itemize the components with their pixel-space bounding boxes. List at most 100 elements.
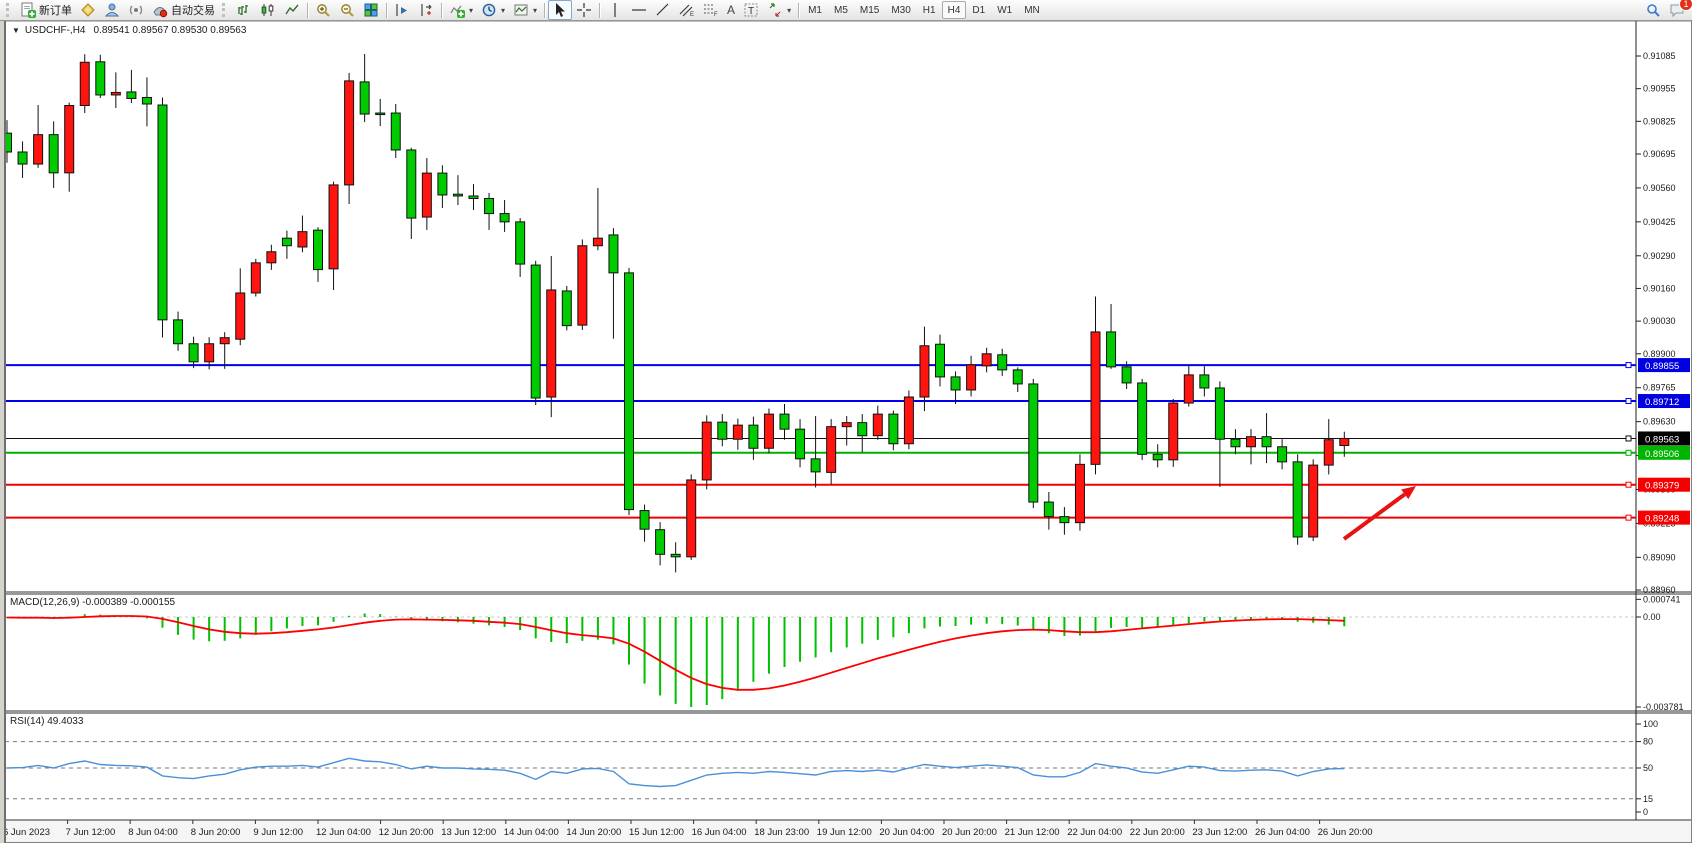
- candle-body: [826, 426, 837, 473]
- timeframe-m5-button[interactable]: M5: [833, 4, 848, 16]
- time-axis-label: 19 Jun 12:00: [817, 827, 872, 838]
- one-click-collapse-icon[interactable]: ▼: [12, 26, 20, 35]
- candle-body: [779, 413, 790, 430]
- toolbar-separator: [798, 2, 800, 18]
- candle-body: [872, 413, 883, 437]
- vertical-line-tool-button[interactable]: [603, 0, 627, 20]
- channel-tool-button[interactable]: E: [675, 0, 699, 20]
- timeframe-m15-button[interactable]: M15: [859, 4, 880, 16]
- zoom-in-button[interactable]: [311, 0, 335, 20]
- line-drag-marker[interactable]: [1625, 514, 1632, 521]
- search-button[interactable]: [1641, 0, 1665, 20]
- new-order-label: 新订单: [39, 5, 72, 17]
- timeframe-mn-button[interactable]: MN: [1024, 4, 1040, 16]
- tile-windows-button[interactable]: [359, 0, 383, 20]
- time-axis-label: 14 Jun 20:00: [566, 827, 621, 838]
- candle-body: [1168, 402, 1179, 461]
- zoom-out-button[interactable]: [335, 0, 359, 20]
- trend-arrow-head: [1401, 486, 1416, 500]
- line-drag-marker[interactable]: [1625, 435, 1632, 442]
- notification-badge: 1: [1679, 0, 1692, 11]
- new-chart-button[interactable]: [76, 0, 100, 20]
- crosshair-icon: [576, 2, 592, 18]
- price-axis-label: 0.90290: [1643, 251, 1676, 261]
- chart-shift-button[interactable]: [414, 0, 438, 20]
- candle-body: [888, 413, 899, 445]
- candle-body: [344, 80, 355, 186]
- price-axis-label: 0.90695: [1643, 149, 1676, 159]
- chart-ohlc-quotes: 0.89541 0.89567 0.89530 0.89563: [93, 25, 247, 36]
- templates-button[interactable]: ▾: [509, 0, 541, 20]
- price-axis-label: 0.89900: [1643, 349, 1676, 359]
- line-drag-marker[interactable]: [1625, 398, 1632, 405]
- candle-body: [966, 364, 977, 391]
- time-axis-label: 21 Jun 12:00: [1005, 827, 1060, 838]
- indicators-button[interactable]: ▾: [445, 0, 477, 20]
- trend-arrow-annotation[interactable]: [1342, 492, 1406, 541]
- auto-scroll-button[interactable]: [390, 0, 414, 20]
- candle-body: [17, 151, 28, 165]
- new-order-button[interactable]: 新订单: [16, 0, 76, 20]
- cursor-tool-button[interactable]: [548, 0, 573, 20]
- price-badge: [1638, 358, 1690, 373]
- auto-trading-button[interactable]: 自动交易: [148, 0, 219, 20]
- timeframe-h4-button[interactable]: H4: [941, 1, 967, 19]
- line-chart-button[interactable]: [280, 0, 304, 20]
- time-axis-label: 9 Jun 12:00: [253, 827, 303, 838]
- price-badge: [1638, 510, 1690, 525]
- shapes-tool-button[interactable]: ▾: [763, 0, 795, 20]
- toolbar-grip: [6, 3, 13, 17]
- time-axis-label: 23 Jun 12:00: [1192, 827, 1247, 838]
- candle-body: [1230, 438, 1241, 448]
- signals-button[interactable]: [124, 0, 148, 20]
- time-axis-label: 26 Jun 04:00: [1255, 827, 1310, 838]
- line-drag-marker[interactable]: [1625, 481, 1632, 488]
- new-order-icon: [20, 2, 36, 18]
- timeframe-d1-button[interactable]: D1: [972, 4, 986, 16]
- timeframe-m1-button[interactable]: M1: [808, 4, 822, 16]
- toolbar-separator: [386, 2, 387, 18]
- search-icon: [1645, 2, 1661, 18]
- rsi-indicator-label: RSI(14) 49.4033: [10, 716, 84, 727]
- candle-body: [624, 272, 634, 511]
- candle-body: [561, 290, 572, 327]
- time-axis-label: 8 Jun 20:00: [191, 827, 241, 838]
- candle-body: [639, 510, 650, 530]
- equidistant-channel-icon: E: [679, 2, 695, 18]
- candle-body: [173, 319, 184, 345]
- candle-body: [64, 105, 75, 174]
- candle-body: [919, 345, 930, 398]
- crosshair-tool-button[interactable]: [572, 0, 596, 20]
- bar-chart-button[interactable]: [232, 0, 256, 20]
- horizontal-line-tool-button[interactable]: [627, 0, 651, 20]
- line-drag-marker[interactable]: [1625, 449, 1632, 456]
- text-tool-icon: A: [727, 3, 736, 17]
- notifications-button[interactable]: 1: [1665, 0, 1692, 20]
- candle-body: [1339, 437, 1350, 447]
- price-axis-label: 0.90560: [1643, 183, 1676, 193]
- chart-symbol-period: USDCHF-,H4: [24, 25, 86, 36]
- timeframe-h1-button[interactable]: H1: [922, 4, 936, 16]
- candlestick-chart-button[interactable]: [256, 0, 280, 20]
- candle-body: [592, 237, 603, 247]
- rsi-axis-label: 15: [1643, 794, 1653, 804]
- toolbar-grip: [222, 3, 229, 17]
- trendline-tool-button[interactable]: [651, 0, 675, 20]
- line-chart-icon: [284, 2, 300, 18]
- text-tool-button[interactable]: A: [723, 0, 739, 20]
- label-tool-button[interactable]: T: [739, 0, 763, 20]
- window-left-splitter[interactable]: [0, 20, 6, 843]
- candle-body: [266, 251, 277, 264]
- timeframe-w1-button[interactable]: W1: [997, 4, 1013, 16]
- timeframe-m30-button[interactable]: M30: [891, 4, 911, 16]
- fibonacci-tool-button[interactable]: F: [699, 0, 723, 20]
- profiles-button[interactable]: [100, 0, 124, 20]
- indicators-caret-icon: ▾: [469, 5, 474, 15]
- periods-button[interactable]: ▾: [477, 0, 509, 20]
- time-axis-label: 13 Jun 12:00: [441, 827, 496, 838]
- bar-chart-icon: [236, 2, 252, 18]
- price-badge-label: 0.89506: [1645, 449, 1679, 460]
- line-drag-marker[interactable]: [1625, 362, 1632, 369]
- price-axis-label: 0.90425: [1643, 217, 1676, 227]
